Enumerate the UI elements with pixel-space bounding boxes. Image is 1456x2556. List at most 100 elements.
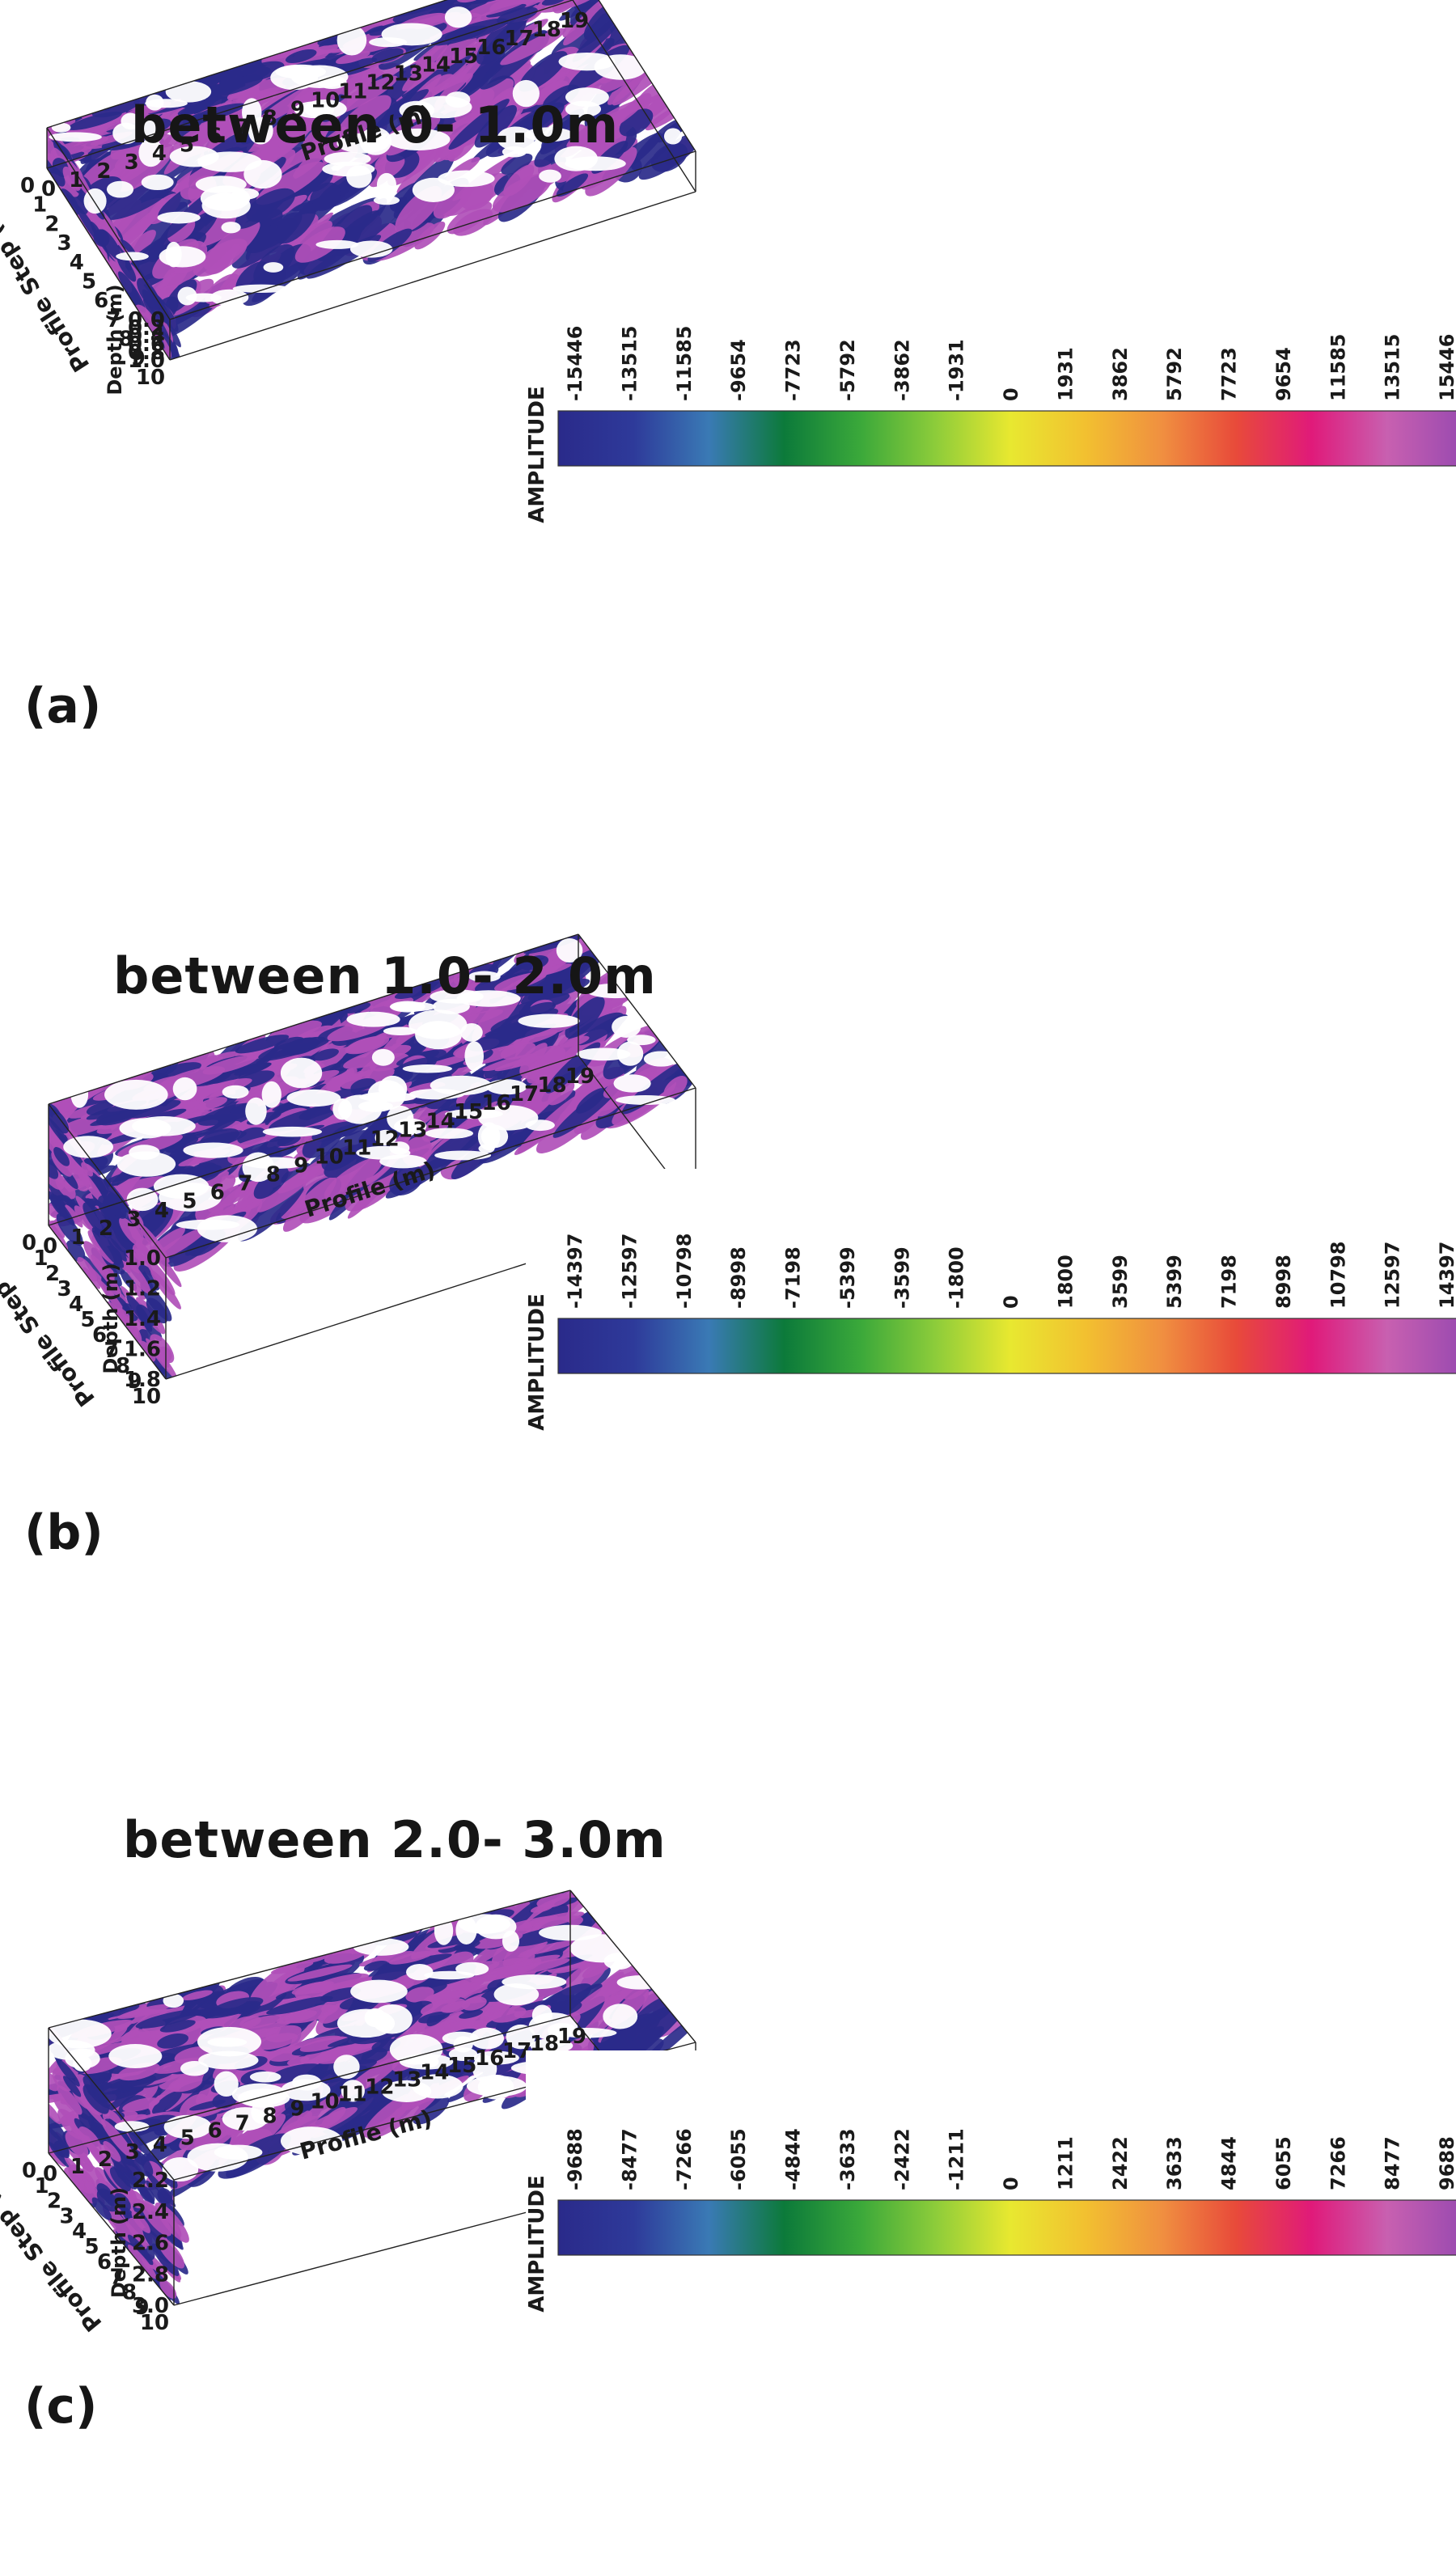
profile-tick-label: 2 [98, 2148, 112, 2172]
depth-tick-label: 3.0 [132, 2294, 169, 2318]
profile-tick-label: 10 [310, 2090, 339, 2114]
profile-tick-label: 15 [447, 2054, 476, 2078]
profile-tick-label: 11 [338, 80, 367, 104]
profile-tick-label: 0 [43, 2162, 57, 2186]
profile-tick-label: 0 [43, 1234, 57, 1259]
amplitude-tick-label: 13515 [1382, 334, 1404, 402]
amplitude-tick-label: 15446 [1436, 334, 1456, 402]
amplitude-tick-label: -3633 [836, 2128, 859, 2190]
profile-tick-label: 3 [126, 1208, 141, 1232]
amplitude-texture [49, 1890, 696, 2304]
amplitude-tick-label: -2422 [891, 2128, 913, 2190]
profile-tick-label: 14 [420, 2061, 449, 2085]
amplitude-tick-label: 3633 [1163, 2136, 1186, 2190]
profile-tick-label: 4 [152, 142, 167, 166]
depth-tick-label: 2.4 [132, 2200, 169, 2224]
profile-tick-label: 13 [394, 62, 423, 87]
amplitude-tick-label: 5399 [1163, 1255, 1186, 1309]
amplitude-tick-label: 3599 [1109, 1255, 1132, 1309]
step-tick-label: 9 [134, 2296, 149, 2320]
step-tick-label: 6 [97, 2250, 112, 2275]
profile-tick-label: 11 [337, 2083, 366, 2107]
profile-tick-label: 4 [154, 1199, 169, 1223]
amplitude-tick-label: 11585 [1327, 334, 1349, 402]
profile-tick-label: 12 [366, 71, 395, 95]
amplitude-label: AMPLITUDE [525, 2175, 549, 2312]
profile-tick-label: 19 [560, 9, 589, 33]
amplitude-tick-label: 3862 [1109, 347, 1132, 401]
amplitude-tick-label: -1931 [946, 339, 968, 401]
block-edge [46, 127, 171, 320]
profile-tick-label: 10 [315, 1145, 344, 1169]
block-edge [48, 1103, 167, 1259]
block-edge [169, 191, 696, 361]
profile-tick-label: 6 [208, 2118, 222, 2143]
step-tick-label: 6 [94, 289, 108, 313]
panel-label: (a) [24, 678, 102, 734]
panel-c: 0 1 2 3 4 5 6 7 8 9 10 11 12 13 14 15 16 17 18 19 Profile (m… [0, 1691, 1456, 2540]
amplitude-tick-label: 8477 [1382, 2136, 1404, 2190]
amplitude-texture [49, 934, 696, 1379]
depth-tick-label: 0.6 [128, 332, 165, 357]
depth-axis-title: Depth (m) [99, 1263, 122, 1373]
step-tick-label: 0 [22, 1231, 36, 1255]
profile-tick-label: 1 [70, 1225, 85, 1250]
amplitude-tick-label: -5792 [836, 339, 859, 401]
profile-tick-label: 7 [235, 115, 249, 139]
amplitude-tick-label: 9688 [1436, 2136, 1456, 2190]
profile-tick-label: 5 [180, 133, 194, 157]
block-edge [48, 2152, 175, 2306]
profile-tick-label: 19 [557, 2025, 586, 2049]
amplitude-tick-label: 4844 [1218, 2136, 1241, 2190]
amplitude-tick-label: 9654 [1272, 347, 1295, 401]
amplitude-tick-label: 0 [1000, 2177, 1022, 2190]
profile-tick-label: 13 [398, 1118, 427, 1142]
step-tick-label: 8 [122, 2280, 137, 2304]
block-edge [46, 0, 574, 169]
profile-tick-label: 19 [565, 1064, 595, 1089]
step-tick-label: 0 [20, 174, 35, 198]
amplitude-tick-label: 7266 [1327, 2136, 1349, 2190]
block-edge [46, 0, 449, 129]
amplitude-tick-label: -11585 [673, 326, 696, 401]
amplitude-label: AMPLITUDE [525, 386, 549, 523]
step-tick-label: 3 [57, 1277, 71, 1301]
block-edge [48, 1225, 167, 1380]
step-tick-label: 7 [106, 308, 121, 332]
step-tick-label: 10 [132, 1385, 161, 1409]
depth-tick-label: 0.2 [128, 316, 165, 341]
profile-tick-label: 15 [454, 1100, 483, 1124]
color-scale-bar [557, 410, 1456, 467]
panel-title: between 1.0- 2.0m [113, 946, 657, 1005]
amplitude-texture [47, 0, 696, 360]
amplitude-tick-label: 14397 [1436, 1242, 1456, 1310]
block-edge [48, 2027, 175, 2181]
block-edge [46, 167, 171, 361]
step-tick-label: 10 [136, 366, 165, 390]
amplitude-tick-label: 7198 [1218, 1255, 1241, 1309]
block-edge [48, 2015, 571, 2154]
block-edge [48, 1889, 571, 2029]
amplitude-tick-label: -7198 [782, 1246, 805, 1309]
profile-tick-label: 16 [476, 36, 506, 60]
profile-tick-label: 3 [125, 2140, 140, 2165]
step-tick-label: 9 [127, 1369, 142, 1394]
profile-tick-label: 8 [263, 106, 277, 130]
amplitude-tick-label: 5792 [1163, 347, 1186, 401]
profile-tick-label: 11 [342, 1136, 371, 1160]
step-tick-label: 0 [22, 2159, 36, 2183]
depth-tick-label: 0.8 [128, 341, 165, 365]
depth-tick-label: 2.2 [132, 2169, 169, 2193]
profile-tick-label: 10 [311, 89, 340, 113]
profile-tick-label: 18 [537, 1073, 566, 1098]
profile-tick-label: 15 [449, 44, 478, 69]
profile-tick-label: 13 [392, 2068, 421, 2093]
color-scale-bar [557, 2199, 1456, 2256]
amplitude-tick-label: 6055 [1272, 2136, 1295, 2190]
amplitude-tick-label: -9688 [564, 2128, 586, 2190]
amplitude-tick-label: -3862 [891, 339, 913, 401]
depth-tick-label: 0.0 [128, 308, 165, 332]
profile-tick-label: 2 [96, 159, 111, 184]
